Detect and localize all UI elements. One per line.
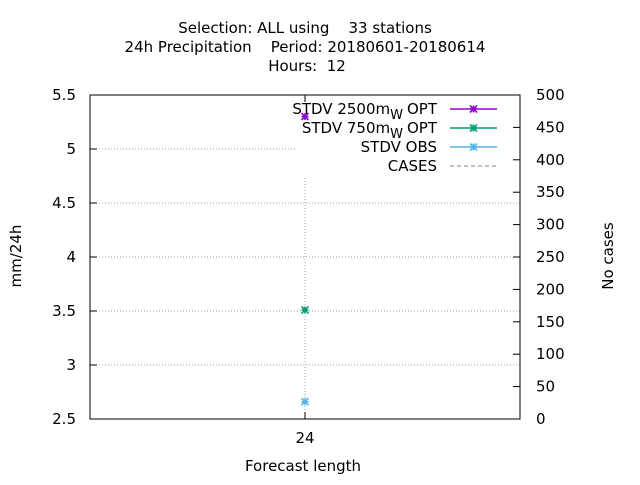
x-axis-ticks: 24 [295,95,315,447]
y-tick-label: 4 [66,248,76,266]
y2-tick-label: 200 [536,280,565,298]
grid-lines [90,148,520,419]
legend-label-suffix: OPT [407,119,438,137]
legend-item: STDV 750mW OPT [302,119,497,142]
legend-label-main: CASES [388,157,437,175]
chart-title-line-2: 24h Precipitation Period: 20180601-20180… [125,38,486,56]
y2-tick-label: 50 [536,378,555,396]
legend-item: STDV 2500mW OPT [292,100,497,123]
data-point-stdv-750m [300,305,310,314]
y2-tick-label: 500 [536,86,565,104]
legend-label-main: STDV 2500m [292,100,390,118]
data-point-stdv-2500m [300,112,310,121]
series-marks [300,112,310,406]
plot-border [89,94,521,420]
x-axis-label: Forecast length [245,457,361,475]
y2-tick-label: 0 [536,410,546,428]
y-tick-label: 3.5 [52,302,76,320]
data-point-stdv-obs [300,397,310,406]
legend-label-suffix: OPT [407,100,438,118]
y-tick-label: 5.5 [52,86,76,104]
legend-label: STDV 2500mW OPT [292,100,438,123]
legend-label-main: STDV OBS [361,138,437,156]
legend-label: STDV OBS [361,138,437,156]
y-tick-label: 3 [66,356,76,374]
legend-item: STDV OBS [361,138,497,156]
chart-title: Selection: ALL using 33 stations 24h Pre… [125,19,486,75]
y-tick-label: 4.5 [52,194,76,212]
y2-tick-label: 400 [536,151,565,169]
legend-label-main: STDV 750m [302,119,390,137]
y2-tick-label: 450 [536,118,565,136]
y-axis-ticks: 2.5 3 3.5 4 4.5 5 5.5 [52,86,97,428]
y2-tick-label: 350 [536,183,565,201]
chart-title-line-1: Selection: ALL using 33 stations [178,19,432,37]
y-axis-label: mm/24h [7,225,25,288]
y2-tick-label: 250 [536,248,565,266]
y-tick-label: 5 [66,140,76,158]
legend-label-subscript: W [390,127,403,142]
y2-tick-label: 100 [536,345,565,363]
chart-title-line-3: Hours: 12 [268,57,346,75]
legend-marker [469,104,478,114]
legend-marker [469,142,478,152]
legend-label: CASES [388,157,437,175]
legend-item: CASES [388,157,497,175]
y2-tick-label: 300 [536,216,565,234]
y2-axis-ticks: 0 50 100 150 200 250 300 350 400 450 500 [513,86,565,428]
legend-label: STDV 750mW OPT [302,119,438,142]
x-tick-label: 24 [295,429,314,447]
legend-label-subscript: W [390,108,403,123]
y-tick-label: 2.5 [52,410,76,428]
legend-marker [469,123,478,133]
y2-axis-label: No cases [599,222,617,290]
y2-tick-label: 150 [536,313,565,331]
